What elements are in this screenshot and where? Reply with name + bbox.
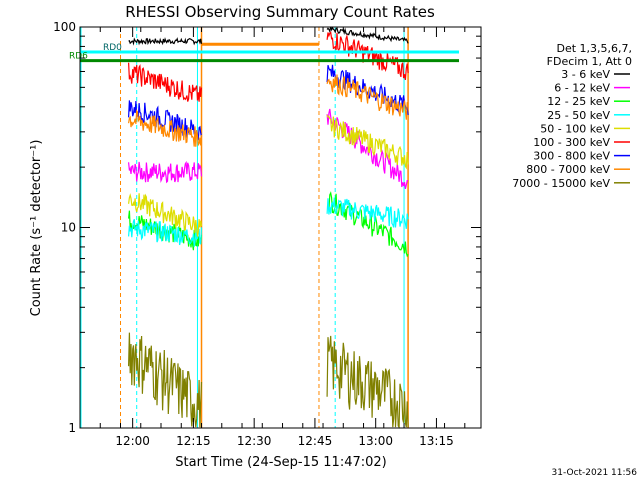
series-trace [326, 64, 409, 116]
x-tick-label: 12:45 [298, 434, 333, 448]
legend-label: 100 - 300 keV [533, 136, 610, 149]
legend-label: 300 - 800 keV [533, 150, 610, 163]
x-tick-label: 12:15 [176, 434, 211, 448]
legend-header: Det 1,3,5,6,7, [556, 42, 632, 55]
legend-label: 3 - 6 keV [561, 68, 610, 81]
x-tick-label: 12:30 [237, 434, 272, 448]
x-axis-ticks: 12:00 12:15 12:30 12:45 13:00 13:15 [79, 27, 466, 448]
attenuator-interval-lines [80, 27, 409, 428]
legend-label: 50 - 100 keV [540, 122, 610, 135]
series-trace [326, 108, 409, 190]
legend: Det 1,3,5,6,7,FDecim 1, Att 03 - 6 keV6 … [512, 42, 632, 190]
series-trace [326, 114, 409, 170]
series-trace [128, 160, 203, 184]
legend-label: 7000 - 15000 keV [512, 177, 610, 190]
chart-title: RHESSI Observing Summary Count Rates [125, 3, 435, 21]
legend-label: 12 - 25 keV [547, 95, 610, 108]
series-lines [128, 26, 409, 429]
y-axis-label: Count Rate (s⁻¹ detector⁻¹) [29, 140, 44, 317]
rate-meter-label: RD0 [103, 43, 122, 53]
series-trace [326, 31, 409, 80]
plot-frame [79, 26, 482, 429]
series-trace [128, 218, 203, 247]
legend-label: 800 - 7000 keV [526, 163, 610, 176]
y-tick-label: 1 [68, 421, 76, 435]
y-axis-ticks: 1 10 100 [53, 20, 481, 435]
x-tick-label: 13:00 [358, 434, 393, 448]
legend-label: 25 - 50 keV [547, 109, 610, 122]
y-tick-label: 10 [61, 221, 76, 235]
rate-meter-label: RD6 [69, 52, 88, 62]
series-trace [128, 193, 203, 237]
series-trace [326, 197, 409, 229]
legend-label: 6 - 12 keV [554, 82, 610, 95]
legend-header: FDecim 1, Att 0 [547, 55, 632, 68]
y-tick-label: 100 [53, 20, 76, 34]
timestamp: 31-Oct-2021 11:56 [552, 468, 638, 478]
series-trace [128, 62, 203, 102]
series-trace [326, 191, 409, 258]
x-tick-label: 12:00 [115, 434, 150, 448]
x-tick-label: 13:15 [419, 434, 454, 448]
series-trace [326, 335, 409, 429]
series-trace [128, 109, 203, 147]
rate-meter-lines: RD0 RD6 [69, 43, 459, 63]
series-trace [128, 37, 203, 46]
x-axis-label: Start Time (24-Sep-15 11:47:02) [175, 455, 386, 470]
series-trace [326, 26, 409, 44]
series-trace [326, 74, 409, 120]
series-trace [128, 332, 203, 428]
